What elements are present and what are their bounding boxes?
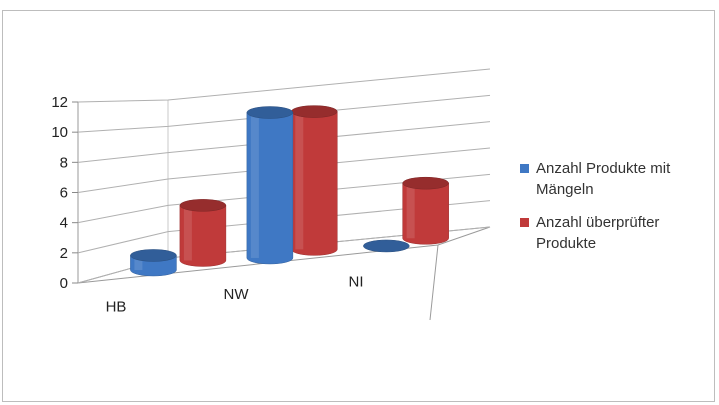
bar-highlight — [250, 112, 259, 258]
y-tick-label: 4 — [60, 215, 68, 232]
x-tick-label-hb: HB — [106, 299, 127, 316]
y-tick-label: 6 — [60, 185, 68, 202]
bar-checked-hb — [179, 199, 227, 267]
y-tick-label: 12 — [51, 94, 68, 111]
floor-edge — [429, 244, 439, 321]
x-axis: HB NW NI — [106, 273, 364, 315]
bar-top — [179, 199, 227, 212]
bar-defects-nw — [246, 106, 294, 265]
bar-top — [363, 239, 410, 253]
gridline — [77, 68, 491, 103]
gridline — [77, 200, 491, 254]
legend-item-defects: Anzahl Produkte mit Mängeln — [520, 158, 710, 200]
gridline — [77, 94, 491, 133]
y-axis: 0 2 4 6 8 10 12 — [51, 94, 78, 292]
bars — [130, 105, 449, 277]
bar-body — [402, 182, 449, 245]
legend-label-defects: Anzahl Produkte mit Mängeln — [536, 160, 671, 198]
x-tick-label-nw: NW — [224, 286, 250, 303]
bar-checked-nw — [291, 105, 338, 256]
bar-top — [402, 176, 449, 190]
legend-swatch-checked — [520, 218, 529, 227]
bar-top — [130, 249, 177, 262]
y-tick-label: 2 — [60, 245, 68, 262]
y-tick-label: 0 — [60, 275, 68, 292]
legend-label-checked: Anzahl überprüfter Produkte — [536, 214, 660, 252]
bar-highlight — [183, 205, 192, 261]
bar-top — [291, 105, 338, 118]
gridline — [77, 147, 491, 193]
bar-defects-ni — [363, 239, 410, 253]
chart-frame — [2, 10, 715, 402]
bar-top — [246, 106, 294, 119]
bar-highlight — [406, 183, 415, 239]
bar-highlight — [134, 255, 143, 270]
legend-item-checked: Anzahl überprüfter Produkte — [520, 212, 710, 254]
x-tick-label-ni: NI — [349, 273, 364, 290]
gridline — [77, 173, 491, 224]
y-tick-label: 10 — [51, 124, 68, 141]
bar-defects-hb — [130, 249, 177, 277]
y-tick-label: 8 — [60, 154, 68, 171]
legend: Anzahl Produkte mit Mängeln Anzahl überp… — [520, 158, 710, 266]
gridline — [77, 121, 491, 163]
bar-body — [179, 205, 227, 267]
bar-highlight — [295, 111, 304, 250]
legend-swatch-defects — [520, 164, 529, 173]
bar-checked-ni — [402, 176, 449, 245]
bar-body — [246, 112, 294, 265]
